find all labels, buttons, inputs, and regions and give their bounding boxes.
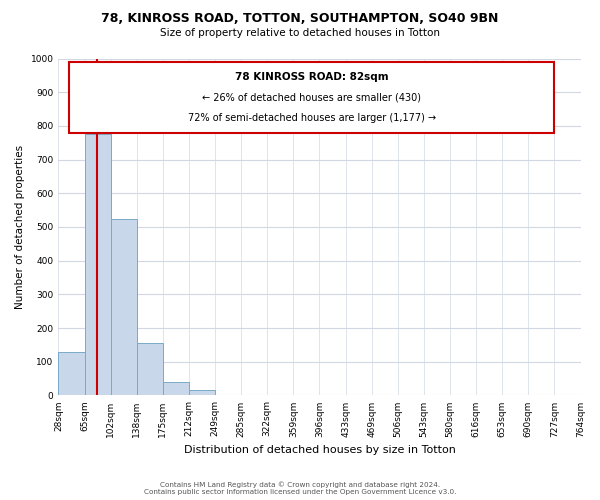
Bar <box>110 218 137 396</box>
Bar <box>137 343 163 396</box>
Bar <box>85 134 110 396</box>
Text: 72% of semi-detached houses are larger (1,177) →: 72% of semi-detached houses are larger (… <box>188 114 436 124</box>
Text: 78, KINROSS ROAD, TOTTON, SOUTHAMPTON, SO40 9BN: 78, KINROSS ROAD, TOTTON, SOUTHAMPTON, S… <box>101 12 499 26</box>
FancyBboxPatch shape <box>69 62 554 132</box>
Bar <box>189 390 215 396</box>
Text: Size of property relative to detached houses in Totton: Size of property relative to detached ho… <box>160 28 440 38</box>
X-axis label: Distribution of detached houses by size in Totton: Distribution of detached houses by size … <box>184 445 455 455</box>
Y-axis label: Number of detached properties: Number of detached properties <box>15 145 25 309</box>
Text: ← 26% of detached houses are smaller (430): ← 26% of detached houses are smaller (43… <box>202 92 421 102</box>
Bar <box>58 352 85 396</box>
Text: 78 KINROSS ROAD: 82sqm: 78 KINROSS ROAD: 82sqm <box>235 72 388 83</box>
Text: Contains HM Land Registry data © Crown copyright and database right 2024.
Contai: Contains HM Land Registry data © Crown c… <box>144 482 456 495</box>
Bar <box>163 382 189 396</box>
